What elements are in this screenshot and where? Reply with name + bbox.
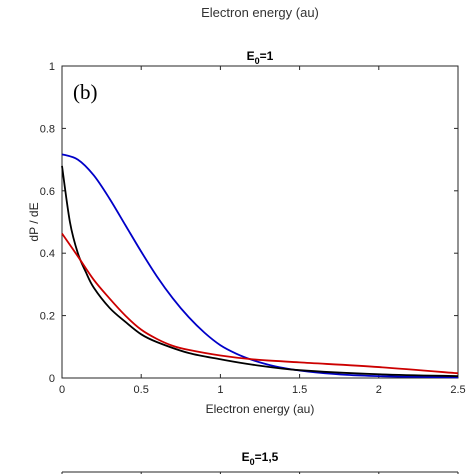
y-tick-label: 0.8	[40, 123, 55, 135]
top-panel-xlabel: Electron energy (au)	[201, 5, 319, 20]
data-series	[61, 153, 459, 379]
panel-title-rest: =1	[260, 49, 274, 63]
x-tick-label: 2	[376, 384, 382, 396]
y-tick-label: 0	[49, 373, 55, 385]
series-line-1	[61, 153, 459, 379]
x-axis-label: Electron energy (au)	[206, 402, 315, 416]
y-axis-label: dP / dE	[27, 202, 41, 241]
panel-title: E0=1	[247, 49, 274, 66]
y-tick-label: 0.2	[40, 311, 55, 323]
second-panel-title-base: E	[242, 450, 250, 464]
series-line-3	[61, 233, 459, 375]
panel-tag: (b)	[73, 80, 98, 104]
x-tick-label: 0.5	[134, 384, 149, 396]
x-tick-label: 1	[217, 384, 223, 396]
second-panel-title: E0=1,5	[242, 450, 279, 467]
panel-title-sub: 0	[255, 56, 260, 66]
second-panel-title-rest: =1,5	[255, 450, 279, 464]
panel-title-base: E	[247, 49, 255, 63]
y-tick-label: 0.4	[40, 248, 55, 260]
x-tick-label: 0	[59, 384, 65, 396]
plot-area	[61, 65, 459, 379]
y-tick-label: 1	[49, 61, 55, 73]
x-tick-label: 2.5	[450, 384, 465, 396]
second-panel-title-sub: 0	[250, 457, 255, 467]
x-tick-label: 1.5	[292, 384, 307, 396]
y-tick-label: 0.6	[40, 186, 55, 198]
axis-ticks: 0 0.5 1 1.5 2 2.5 0 0.2 0.4 0.6 0.8 1	[40, 61, 466, 396]
